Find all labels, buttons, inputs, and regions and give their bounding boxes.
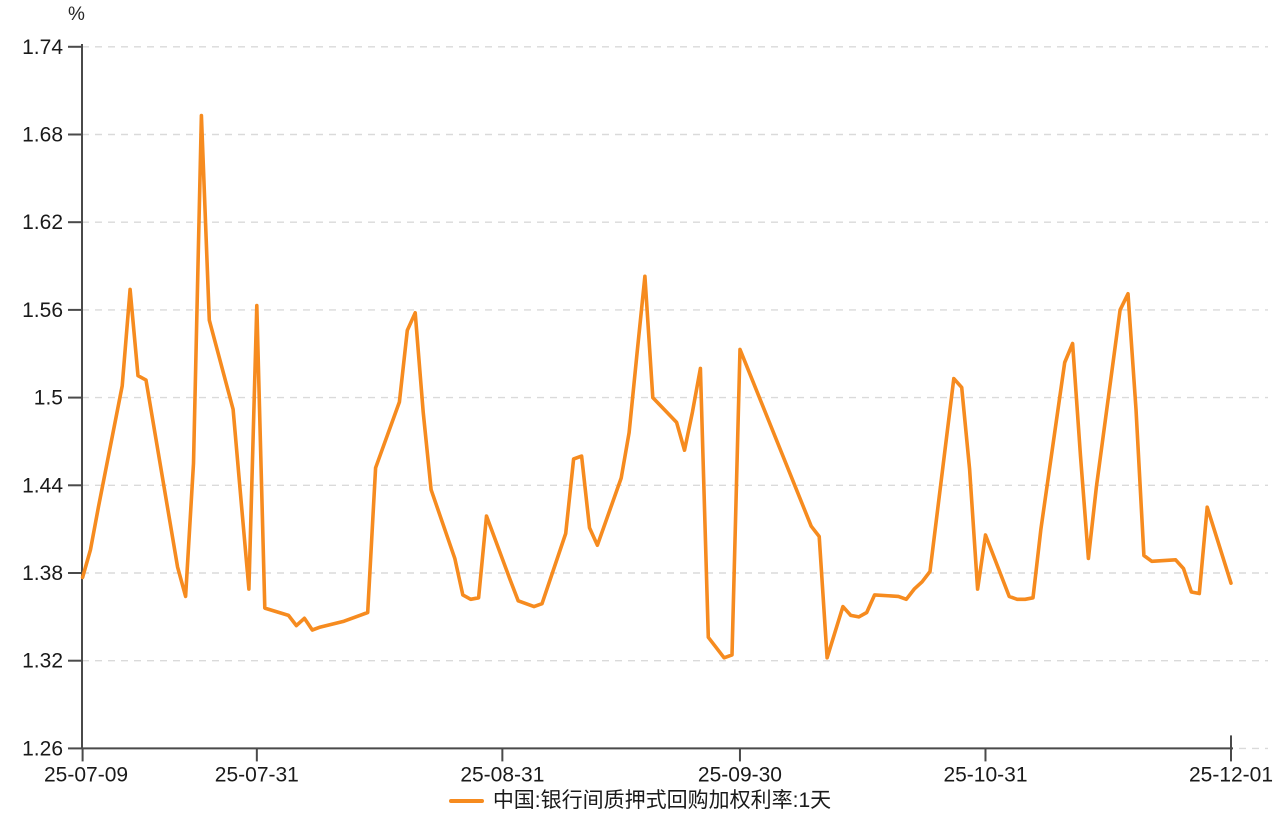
- x-axis-tick-label: 25-07-31: [215, 763, 299, 786]
- y-axis-tick-label: 1.32: [22, 650, 63, 673]
- y-axis-tick-label: 1.5: [34, 387, 63, 410]
- y-axis-tick-label: 1.38: [22, 562, 63, 585]
- x-axis-tick-label: 25-12-01: [1189, 763, 1273, 786]
- x-axis-tick-label: 25-09-30: [698, 763, 782, 786]
- legend-label: 中国:银行间质押式回购加权利率:1天: [492, 789, 832, 812]
- series-line: [80, 113, 1233, 660]
- y-axis-tick-label: 1.62: [22, 211, 63, 234]
- x-axis-tick-label: 25-10-31: [943, 763, 1027, 786]
- y-axis-tick-label: 1.56: [22, 299, 63, 322]
- y-axis-unit-label: %: [68, 4, 85, 25]
- y-axis-tick-label: 1.74: [22, 36, 63, 59]
- y-axis-tick-label: 1.44: [22, 474, 63, 497]
- legend: 中国:银行间质押式回购加权利率:1天: [0, 789, 1280, 813]
- x-axis-tick-label: 25-08-31: [460, 763, 544, 786]
- legend-line-marker: [448, 799, 484, 803]
- x-axis-tick-label: 25-07-09: [44, 763, 128, 786]
- y-axis-tick-label: 1.68: [22, 123, 63, 146]
- y-axis-tick-label: 1.26: [22, 737, 63, 760]
